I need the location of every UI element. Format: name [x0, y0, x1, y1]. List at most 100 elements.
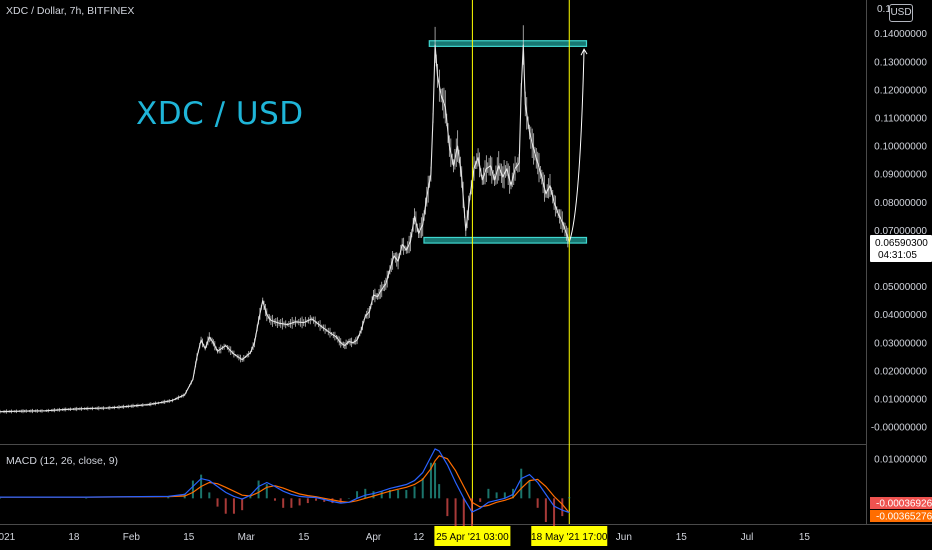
bar-countdown: 04:31:05: [878, 250, 917, 261]
time-tick-label: 2021: [0, 532, 16, 543]
macd-legend: MACD (12, 26, close, 9): [6, 455, 119, 467]
time-tick-label: Mar: [238, 532, 256, 543]
macd-histogram-bar: [479, 498, 482, 502]
macd-histogram-bar: [364, 488, 367, 499]
symbol-header: XDC / Dollar, 7h, BITFINEX: [6, 5, 135, 17]
time-tick-label: 15: [183, 532, 195, 543]
signal-line[interactable]: [0, 454, 570, 514]
macd-histogram-bar: [528, 480, 531, 499]
macd-histogram-bar: [503, 492, 506, 499]
signal-value: -0.00365276: [876, 512, 932, 523]
current-price-value: 0.06590300: [875, 238, 928, 249]
time-tick-label: 15: [676, 532, 688, 543]
macd-histogram-bar: [372, 491, 375, 499]
time-tick-label: 15: [799, 532, 811, 543]
price-series-line[interactable]: [0, 44, 570, 413]
macd-histogram-bar: [232, 498, 235, 514]
price-tick-label: 0.09000000: [874, 170, 927, 181]
time-tick-label: Feb: [123, 532, 141, 543]
time-tick-label: Jun: [616, 532, 632, 543]
macd-histogram-bar: [438, 484, 441, 499]
price-tick-label: 0.13000000: [874, 57, 927, 68]
time-axis[interactable]: 2021 18 Feb 15 Mar 15 Apr 12 Jun 15 Jul 15 25 Apr '2…: [0, 526, 810, 546]
price-tick-label: -0.00000000: [871, 423, 928, 434]
macd-histogram-bar: [520, 468, 523, 499]
price-tick-label: 0.08000000: [874, 198, 927, 209]
resistance-zone[interactable]: [428, 40, 588, 47]
macd-histogram-bar: [495, 492, 498, 499]
price-tick-label: 0.04000000: [874, 310, 927, 321]
price-axis[interactable]: 0.14000000 0.13000000 0.12000000 0.11000000…: [870, 4, 932, 523]
price-tick-label-top: 0.15: [877, 4, 897, 15]
price-tick-label: 0.11000000: [875, 114, 928, 125]
macd-histogram-bar: [553, 498, 556, 528]
macd-histogram-bar: [257, 480, 260, 499]
price-pane[interactable]: [0, 0, 588, 524]
current-price-tag[interactable]: [870, 234, 932, 262]
price-wicks: [0, 25, 569, 414]
projection-arrowhead: [580, 48, 588, 56]
annotation-title: XDC / USD: [136, 96, 304, 132]
macd-histogram-bar: [347, 498, 350, 499]
macd-histogram-bar: [561, 498, 564, 517]
price-tick-label: 0.05000000: [874, 282, 927, 293]
macd-line[interactable]: [0, 448, 570, 514]
macd-histogram-bar: [249, 495, 252, 499]
price-tick-label: 0.07000000: [874, 226, 927, 237]
signal-value-tag[interactable]: [870, 510, 932, 522]
macd-histogram-bar: [224, 498, 227, 514]
macd-histogram-bar: [421, 478, 424, 499]
macd-histogram-bar: [388, 490, 391, 499]
macd-histogram-bar: [487, 488, 490, 499]
macd-histogram-bar: [191, 480, 194, 499]
macd-histogram-bar: [0, 498, 1, 499]
time-marker-label-2: 18 May '21 17:00: [531, 532, 608, 543]
macd-histogram-bar: [470, 498, 473, 528]
macd-histogram-bar: [298, 498, 301, 506]
support-zone[interactable]: [423, 236, 588, 244]
macd-histogram-bar: [208, 492, 211, 499]
macd-histogram-bar: [413, 486, 416, 499]
macd-histogram-bar: [290, 498, 293, 508]
macd-histogram-bar: [282, 498, 285, 508]
macd-histogram-bar: [167, 497, 170, 499]
time-tick-label: 18: [68, 532, 80, 543]
macd-value-tag[interactable]: [870, 497, 932, 509]
macd-histogram-bar: [339, 498, 342, 504]
macd-histogram-bar: [306, 498, 309, 504]
macd-histogram-bar: [331, 498, 334, 504]
macd-pane[interactable]: [0, 448, 571, 534]
price-tick-label: 0.01000000: [874, 395, 927, 406]
macd-histogram-bar: [446, 498, 449, 517]
price-tick-label: 0.03000000: [874, 338, 927, 349]
price-tick-label: 0.10000000: [874, 142, 927, 153]
currency-button[interactable]: USD: [889, 4, 913, 22]
time-marker-tag-1[interactable]: [434, 526, 511, 546]
macd-histogram-bar: [380, 491, 383, 499]
macd-histogram-bar: [434, 462, 437, 499]
macd-histogram-bar: [273, 498, 276, 501]
time-marker-label-1: 25 Apr '21 03:00: [436, 532, 509, 543]
time-tick-label: Jul: [741, 532, 754, 543]
macd-histogram-bar: [405, 490, 408, 499]
time-tick-label: Apr: [366, 532, 382, 543]
macd-histogram-bar: [216, 498, 219, 507]
macd-histogram-bar: [315, 498, 318, 501]
macd-histogram-bar: [241, 498, 244, 511]
macd-histogram-bar: [536, 498, 539, 508]
macd-histogram-bar: [454, 498, 457, 534]
macd-histogram-bar: [429, 462, 432, 499]
macd-histogram-bar: [568, 497, 571, 499]
price-tick-label: 0.12000000: [874, 85, 927, 96]
projection-arc[interactable]: [568, 49, 585, 243]
price-tick-label: 0.02000000: [874, 366, 927, 377]
time-tick-label: 15: [298, 532, 310, 543]
time-marker-tag-2[interactable]: [531, 526, 608, 546]
macd-histogram-bar: [265, 484, 268, 499]
macd-histogram-bar: [544, 498, 547, 523]
macd-tick-label: 0.01000000: [874, 454, 927, 465]
macd-value: -0.00036926: [876, 499, 932, 510]
price-tick-label: 0.14000000: [874, 29, 927, 40]
